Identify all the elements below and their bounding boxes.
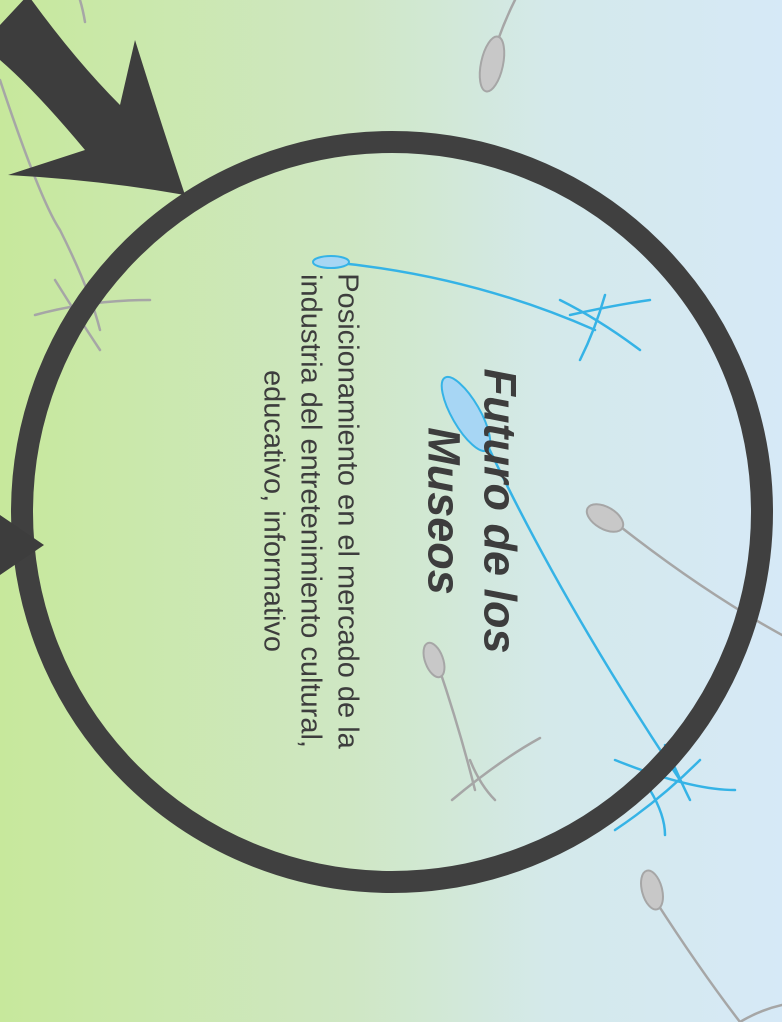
blue-sketch-lines: [328, 260, 737, 837]
diagram-subtitle: Posicionamiento en el mercado de la indu…: [257, 273, 364, 749]
diagram-title: Futuro de los Museos: [418, 368, 526, 654]
blue-sketch-blobs: [312, 255, 492, 453]
grey-sketch-blobs: [422, 35, 664, 911]
diagram-text-block: Futuro de los Museos Posicionamiento en …: [255, 201, 528, 821]
arrow-shape: [0, 0, 185, 195]
main-circle: [11, 131, 773, 893]
arrowhead-left: [0, 515, 44, 575]
